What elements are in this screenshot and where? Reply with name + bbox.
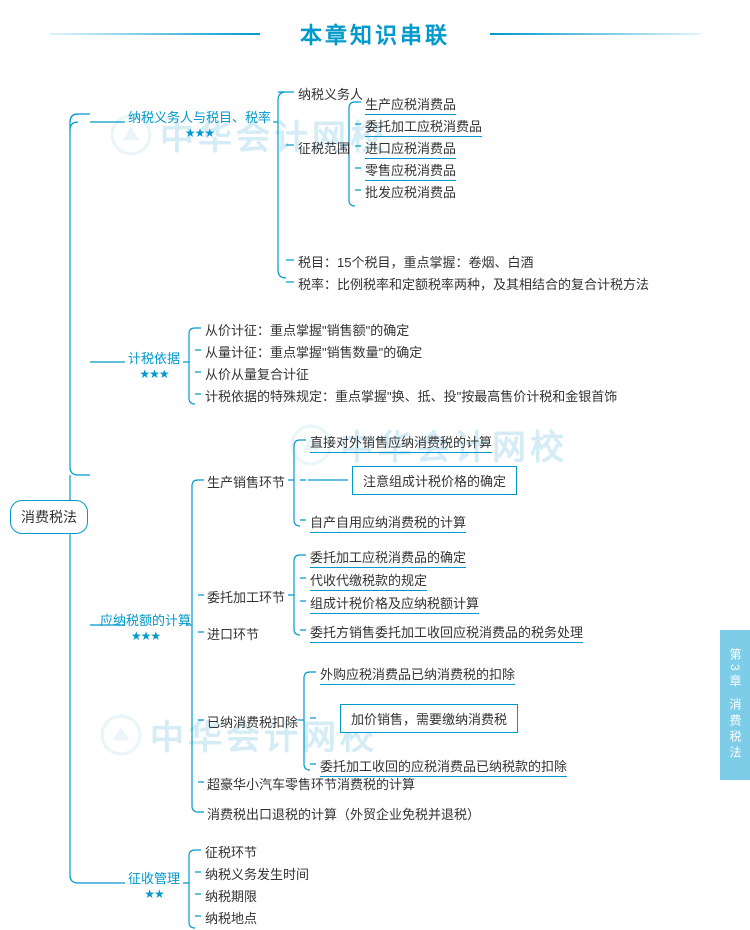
sec1-range-item: 生产应税消费品 bbox=[365, 94, 456, 115]
sec3-sub6: 消费税出口退税的计算（外贸企业免税并退税） bbox=[207, 804, 480, 823]
mindmap-diagram: 消费税法 纳税义务人与税目、税率 ★★★ 纳税义务人 征税范围 生产应税消费品 … bbox=[0, 60, 750, 80]
sec2-stars: ★★★ bbox=[128, 367, 180, 381]
sec1-range-item: 批发应税消费品 bbox=[365, 182, 456, 201]
sec3-sub2-label: 委托加工环节 bbox=[207, 587, 285, 606]
sec1-node: 纳税义务人与税目、税率 ★★★ bbox=[128, 107, 271, 140]
sec3-sub1-a: 直接对外销售应纳消费税的计算 bbox=[310, 432, 492, 453]
sec1-stars: ★★★ bbox=[128, 126, 271, 140]
sec3-label: 应纳税额的计算 bbox=[100, 610, 191, 629]
sec3-sub4-a: 外购应税消费品已纳消费税的扣除 bbox=[320, 664, 515, 685]
sec4-node: 征收管理 ★★ bbox=[128, 868, 180, 901]
sec4-stars: ★★ bbox=[128, 887, 180, 901]
sec1-sub4: 税率：比例税率和定额税率两种，及其相结合的复合计税方法 bbox=[298, 274, 649, 293]
sec2-item: 从价从量复合计征 bbox=[205, 364, 309, 383]
title-line-left bbox=[50, 33, 260, 35]
sec4-label: 征收管理 bbox=[128, 868, 180, 887]
sec2-item: 计税依据的特殊规定：重点掌握"换、抵、投"按最高售价计税和金银首饰 bbox=[205, 386, 617, 405]
sec2-label: 计税依据 bbox=[128, 348, 180, 367]
sec1-sub3: 税目：15个税目，重点掌握：卷烟、白酒 bbox=[298, 252, 533, 271]
sec3-sub1-box: 注意组成计税价格的确定 bbox=[352, 466, 517, 495]
sec3-sub5: 超豪华小汽车零售环节消费税的计算 bbox=[207, 774, 415, 793]
title-line-right bbox=[490, 33, 700, 35]
sec2-item: 从价计征：重点掌握"销售额"的确定 bbox=[205, 320, 409, 339]
sec1-range-item: 委托加工应税消费品 bbox=[365, 116, 482, 137]
sec2-item: 从量计征：重点掌握"销售数量"的确定 bbox=[205, 342, 422, 361]
sec3-sub2-item: 委托加工应税消费品的确定 bbox=[310, 547, 466, 568]
sec3-sub3: 进口环节 bbox=[207, 624, 259, 643]
page-title: 本章知识串联 bbox=[300, 18, 450, 50]
sec4-item: 纳税地点 bbox=[205, 908, 257, 927]
sec3-sub4-label: 已纳消费税扣除 bbox=[207, 712, 298, 731]
sec1-sub2-label: 征税范围 bbox=[298, 138, 350, 157]
sec3-sub2-item: 组成计税价格及应纳税额计算 bbox=[310, 593, 479, 614]
sec3-node: 应纳税额的计算 ★★★ bbox=[100, 610, 191, 643]
sec2-node: 计税依据 ★★★ bbox=[128, 348, 180, 381]
sec1-range-item: 零售应税消费品 bbox=[365, 160, 456, 181]
sec3-stars: ★★★ bbox=[100, 629, 191, 643]
sec4-item: 征税环节 bbox=[205, 842, 257, 861]
sec1-label: 纳税义务人与税目、税率 bbox=[128, 107, 271, 126]
sec3-sub2-item: 代收代缴税款的规定 bbox=[310, 570, 427, 591]
sec3-sub2-item: 委托方销售委托加工收回应税消费品的税务处理 bbox=[310, 622, 583, 643]
sec4-item: 纳税义务发生时间 bbox=[205, 864, 309, 883]
page-title-bar: 本章知识串联 bbox=[0, 0, 750, 60]
sec1-sub1: 纳税义务人 bbox=[298, 84, 363, 103]
sec3-sub1-label: 生产销售环节 bbox=[207, 472, 285, 491]
sec3-sub4-box: 加价销售，需要缴纳消费税 bbox=[340, 704, 518, 733]
root-node: 消费税法 bbox=[10, 500, 88, 534]
sec3-sub1-b: 自产自用应纳消费税的计算 bbox=[310, 512, 466, 533]
chapter-tab: 第3章 消费税法 bbox=[720, 630, 750, 780]
bracket-lines bbox=[0, 60, 720, 930]
sec4-item: 纳税期限 bbox=[205, 886, 257, 905]
sec1-range-item: 进口应税消费品 bbox=[365, 138, 456, 159]
